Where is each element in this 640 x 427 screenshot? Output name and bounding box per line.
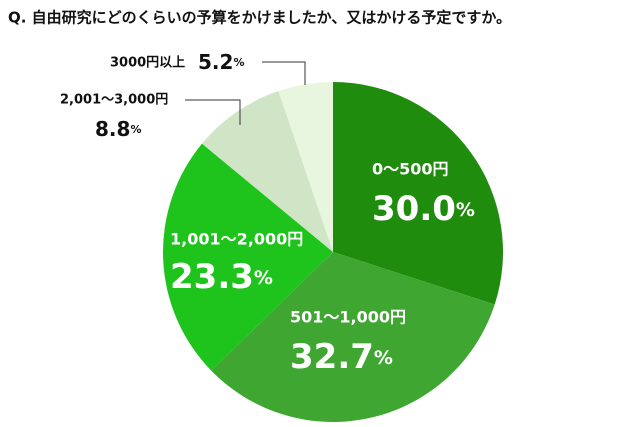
leader-line <box>185 99 241 125</box>
value-label: 30.0% <box>372 189 475 229</box>
category-label: 2,001～3,000円 <box>60 93 168 108</box>
pie-slice <box>333 82 503 305</box>
pie-slice <box>202 90 333 252</box>
category-label: 501～1,000円 <box>290 308 406 327</box>
pie-slice <box>163 143 333 371</box>
category-label: 1,001～2,000円 <box>170 230 303 249</box>
category-label: 0～500円 <box>372 160 449 179</box>
pie-slice <box>278 82 333 252</box>
leader-line <box>262 61 306 85</box>
pie-slice <box>211 252 495 422</box>
chart-title: Q. 自由研究にどのくらいの予算をかけましたか、又はかける予定ですか。 <box>8 9 511 27</box>
value-label: 8.8% <box>95 117 141 141</box>
value-label: 32.7% <box>290 337 393 377</box>
value-label: 23.3% <box>170 257 273 297</box>
category-label: 3000円以上 <box>110 56 185 71</box>
value-label: 5.2% <box>198 50 244 74</box>
